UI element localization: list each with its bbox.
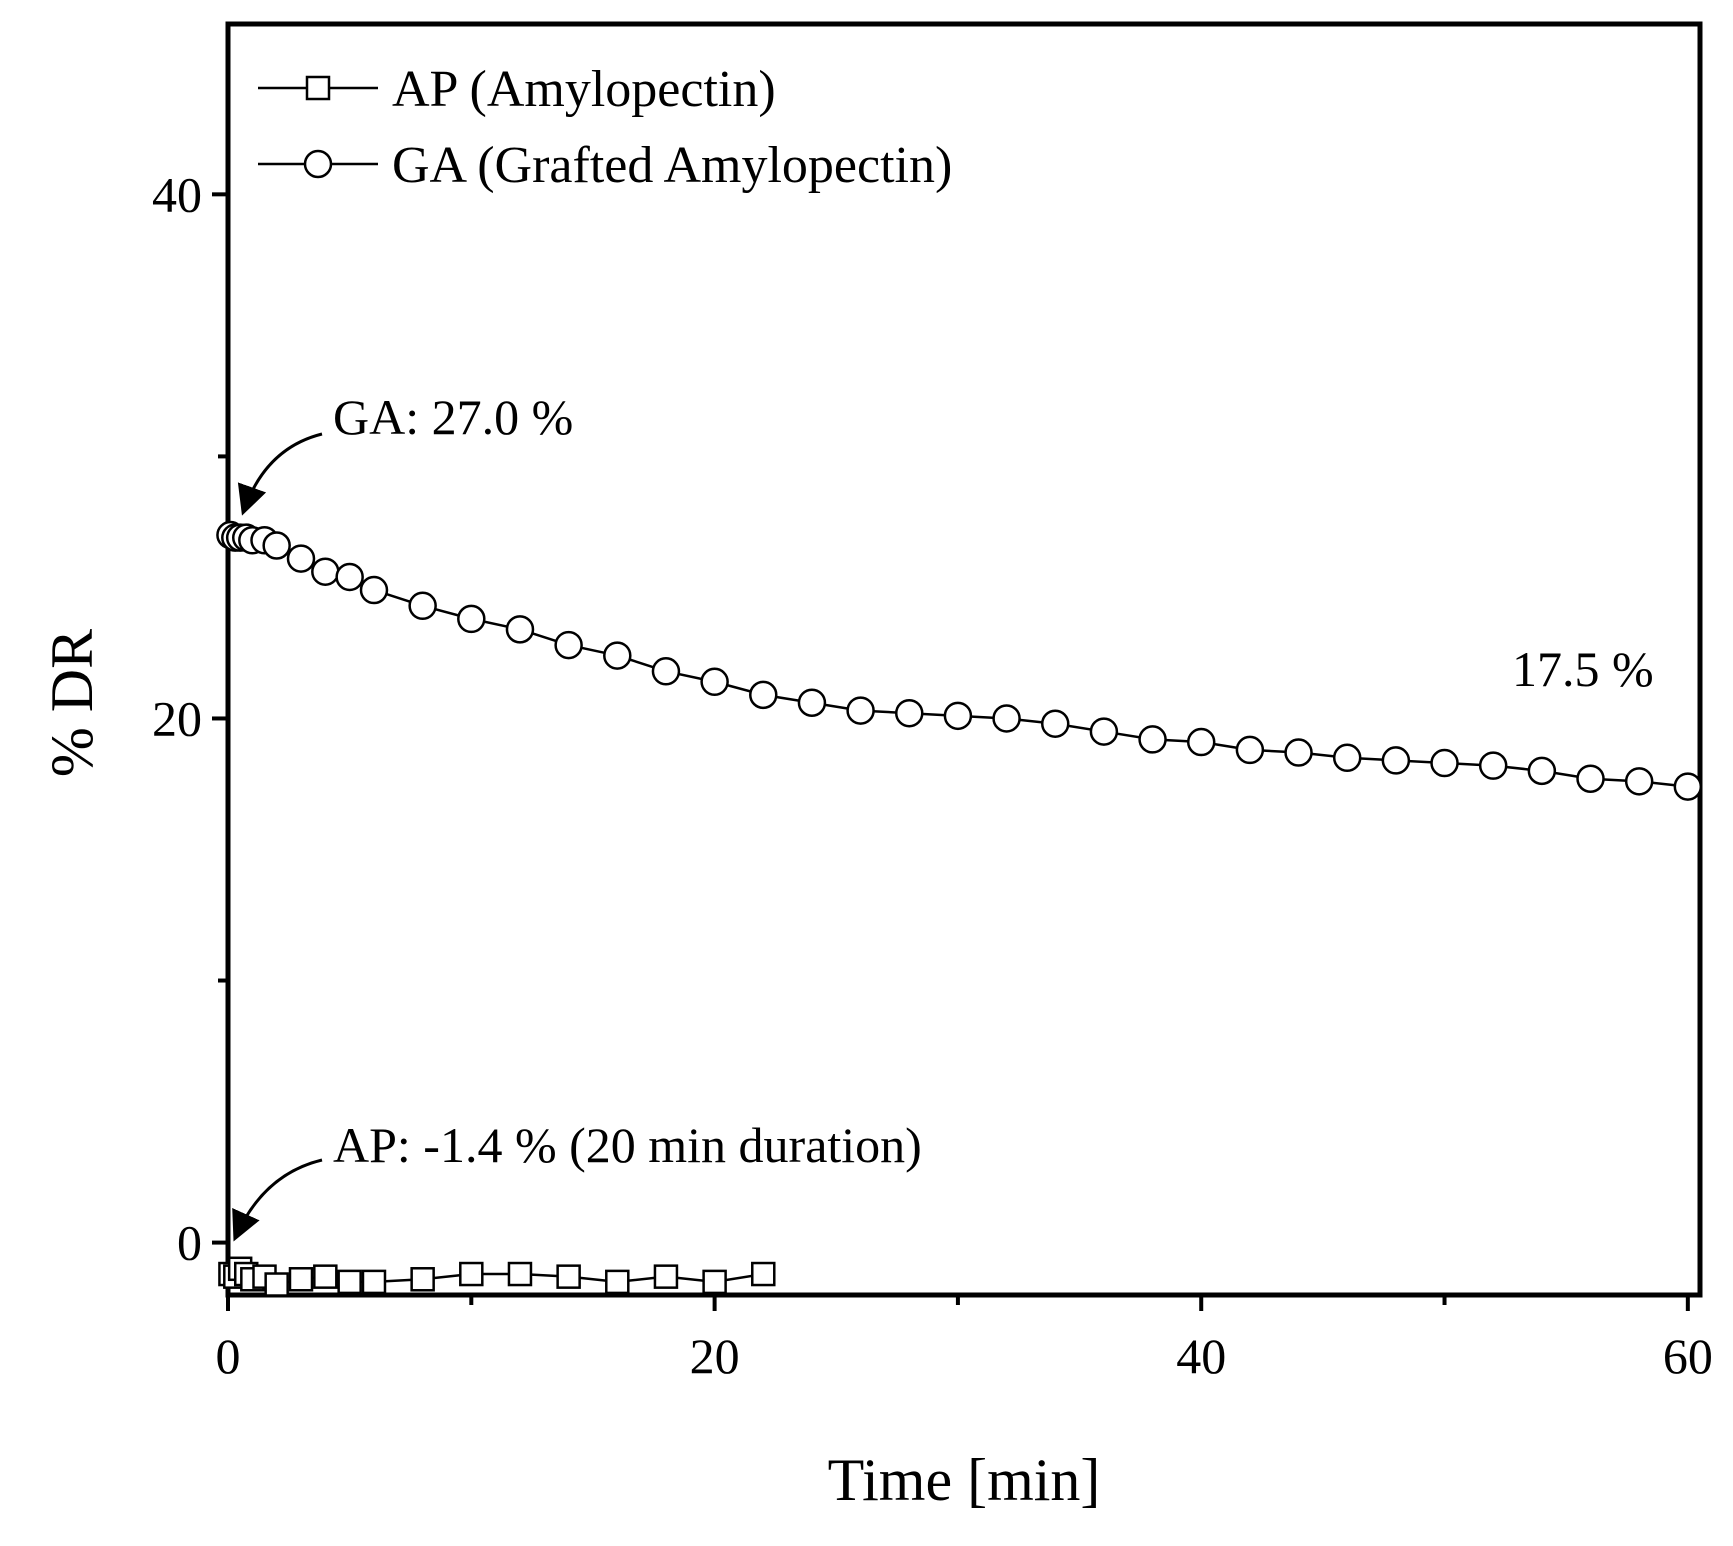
data-point-ga bbox=[749, 680, 778, 710]
data-point-ga bbox=[797, 688, 827, 717]
data-point-ga bbox=[1332, 743, 1362, 773]
data-point-ap bbox=[410, 1267, 435, 1292]
data-point-ga bbox=[1527, 756, 1557, 786]
data-point-ga bbox=[311, 557, 340, 586]
data-point-ga bbox=[554, 630, 583, 660]
data-point-ga bbox=[286, 544, 316, 573]
data-point-ga bbox=[505, 615, 535, 644]
data-point-ap bbox=[459, 1261, 484, 1287]
data-point-ga bbox=[846, 696, 875, 725]
data-point-ap bbox=[507, 1261, 533, 1287]
axis-ticks: 0 20 40 60 0 20 40 bbox=[152, 166, 1713, 1384]
legend-marker-circle bbox=[303, 149, 333, 179]
legend: AP (Amylopectin) GA (Grafted Amylopectin… bbox=[258, 61, 952, 194]
data-point-ga bbox=[1576, 764, 1605, 793]
data-point-ga bbox=[359, 575, 389, 605]
y-tick-label: 20 bbox=[152, 690, 202, 746]
data-point-ga bbox=[992, 704, 1021, 733]
y-axis-title: % DR bbox=[39, 629, 105, 777]
data-point-ga bbox=[651, 657, 681, 686]
data-point-ga bbox=[1284, 738, 1313, 767]
annotation-ga-final: 17.5 % bbox=[1512, 641, 1654, 697]
y-tick-label: 0 bbox=[177, 1215, 202, 1271]
plot-frame bbox=[225, 21, 1703, 1298]
data-point-ga bbox=[408, 591, 437, 621]
annotation-ga-initial: GA: 27.0 % bbox=[333, 389, 573, 445]
x-axis-title: Time [min] bbox=[828, 1447, 1101, 1513]
data-point-ap bbox=[288, 1267, 314, 1292]
series-line-ga bbox=[229, 533, 1688, 788]
x-tick-label: 40 bbox=[1176, 1328, 1226, 1384]
data-point-ga bbox=[1186, 727, 1216, 757]
data-point-ap bbox=[337, 1269, 362, 1295]
data-point-ap bbox=[313, 1264, 338, 1289]
data-point-ga bbox=[1624, 767, 1654, 796]
data-point-ga bbox=[1235, 735, 1265, 765]
series-layer bbox=[216, 520, 1703, 1297]
x-tick-label: 60 bbox=[1663, 1328, 1713, 1384]
data-point-ga bbox=[603, 641, 632, 670]
data-point-ga bbox=[457, 604, 486, 634]
y-tick-label: 40 bbox=[152, 166, 202, 222]
data-point-ga bbox=[943, 701, 973, 731]
data-point-ap bbox=[653, 1264, 679, 1289]
data-point-ap bbox=[361, 1269, 387, 1295]
data-point-ga bbox=[1430, 748, 1459, 778]
annotation-ap: AP: -1.4 % (20 min duration) bbox=[333, 1117, 922, 1173]
x-tick-label: 0 bbox=[216, 1328, 241, 1384]
data-point-ga bbox=[1089, 717, 1119, 746]
data-point-ga bbox=[1673, 772, 1703, 801]
annotations: GA: 27.0 % 17.5 % AP: -1.4 % (20 min dur… bbox=[232, 389, 1654, 1242]
data-point-ap bbox=[702, 1269, 727, 1295]
legend-label-ap: AP (Amylopectin) bbox=[392, 61, 776, 118]
data-point-ap bbox=[556, 1264, 581, 1289]
legend-label-ga: GA (Grafted Amylopectin) bbox=[392, 137, 952, 194]
data-point-ga bbox=[1138, 725, 1167, 754]
data-point-ga bbox=[1040, 709, 1070, 738]
data-point-ap bbox=[264, 1272, 289, 1297]
annotation-arrow-ga bbox=[237, 432, 323, 516]
data-point-ga bbox=[895, 698, 924, 728]
data-point-ga bbox=[1381, 746, 1411, 775]
data-point-ga bbox=[1478, 751, 1508, 780]
data-point-ap bbox=[751, 1261, 776, 1287]
data-point-ga bbox=[262, 531, 291, 560]
data-point-ap bbox=[605, 1269, 630, 1295]
annotation-arrow-ap bbox=[232, 1158, 323, 1242]
x-tick-label: 20 bbox=[690, 1328, 740, 1384]
data-point-ga bbox=[335, 562, 364, 592]
data-point-ga bbox=[700, 667, 729, 697]
legend-marker-square bbox=[305, 75, 331, 101]
